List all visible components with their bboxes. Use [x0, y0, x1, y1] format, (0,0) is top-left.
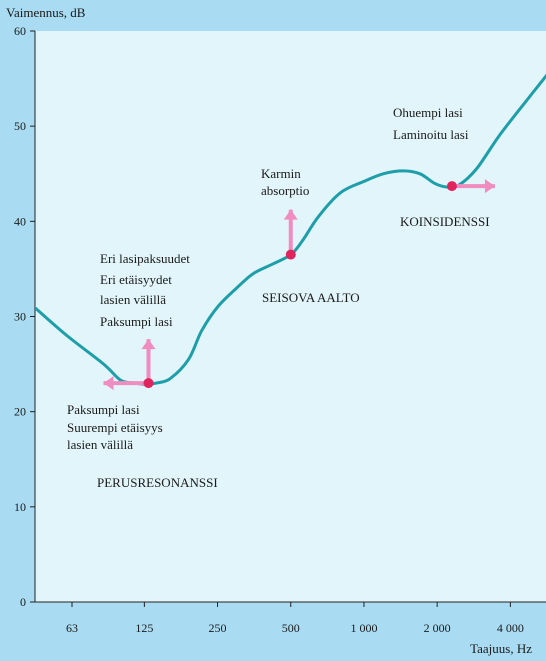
zone-label-seisova-aalto: SEISOVA AALTO	[262, 290, 360, 305]
y-tick-label: 20	[14, 405, 26, 419]
x-tick-label: 125	[135, 621, 153, 635]
marker-layer	[103, 179, 495, 391]
note-mid-2: Eri etäisyydet	[100, 272, 172, 287]
y-ticks: 0 10 20 30 40 50 60	[14, 24, 35, 609]
arrow-head	[283, 209, 298, 220]
note-frame-2: absorptio	[261, 183, 309, 198]
note-high-2: Laminoitu lasi	[393, 127, 469, 142]
note-mid-1: Eri lasipaksuudet	[100, 251, 190, 266]
arrow-left	[103, 376, 149, 391]
y-tick-label: 60	[14, 24, 26, 38]
note-low-3: lasien välillä	[67, 437, 133, 452]
y-tick-label: 30	[14, 310, 26, 324]
arrow-right	[451, 179, 495, 194]
y-tick-label: 10	[14, 500, 26, 514]
arrow-up	[141, 339, 156, 384]
x-tick-label: 250	[209, 621, 227, 635]
arrow-head	[484, 179, 495, 194]
x-axis-label: Taajuus, Hz	[470, 641, 532, 656]
arrow-head	[141, 339, 156, 350]
y-tick-label: 40	[14, 214, 26, 228]
x-tick-label: 63	[66, 621, 78, 635]
arrow-head	[103, 376, 114, 391]
x-ticks: 63 125 250 500 1 000 2 000 4 000	[66, 602, 524, 635]
note-low-2: Suurempi etäisyys	[67, 420, 163, 435]
data-point-marker	[143, 378, 154, 389]
annotation-frame: Karmin absorptio	[261, 166, 309, 198]
annotation-mid: Eri lasipaksuudet Eri etäisyydet lasien …	[100, 251, 190, 329]
annotation-low: Paksumpi lasi Suurempi etäisyys lasien v…	[67, 402, 163, 452]
zone-label-perusresonanssi: PERUSRESONANSSI	[97, 475, 218, 490]
note-low-1: Paksumpi lasi	[67, 402, 140, 417]
zone-label-koinsidenssi: KOINSIDENSSI	[400, 214, 490, 229]
x-tick-label: 500	[282, 621, 300, 635]
note-mid-3: lasien välillä	[100, 292, 166, 307]
y-tick-label: 0	[20, 595, 26, 609]
x-tick-label: 1 000	[350, 621, 377, 635]
annotation-high: Ohuempi lasi Laminoitu lasi	[393, 105, 469, 142]
data-point-marker	[446, 181, 457, 192]
x-tick-label: 2 000	[424, 621, 451, 635]
y-axis-label: Vaimennus, dB	[6, 5, 86, 20]
note-high-1: Ohuempi lasi	[393, 105, 463, 120]
y-tick-label: 50	[14, 119, 26, 133]
note-mid-4: Paksumpi lasi	[100, 314, 173, 329]
x-tick-label: 4 000	[497, 621, 524, 635]
plot-area	[35, 31, 546, 602]
note-frame-1: Karmin	[261, 166, 301, 181]
data-point-marker	[285, 249, 296, 260]
arrow-up	[283, 209, 298, 255]
